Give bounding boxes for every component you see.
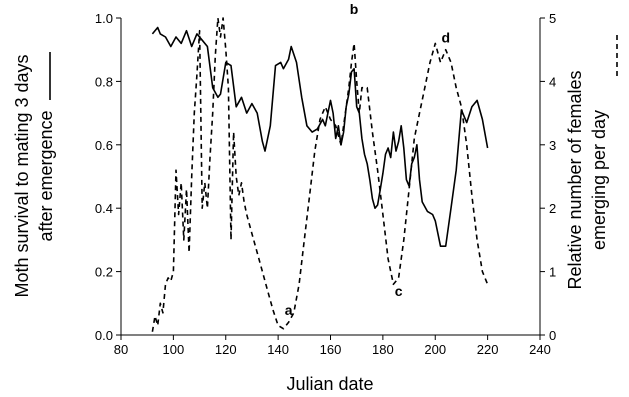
annotation-label-b: b: [350, 1, 359, 17]
right-axis-title-line-1: Relative number of females: [565, 70, 585, 289]
x-tick-label: 240: [529, 342, 551, 357]
chart-series: [151, 17, 489, 332]
annotation-label-c: c: [395, 283, 403, 299]
y-right-tick-label: 2: [549, 201, 556, 216]
y-left-tick-label: 0.4: [95, 201, 113, 216]
annotation-label-a: a: [285, 302, 293, 318]
x-tick-label: 100: [163, 342, 185, 357]
x-axis-title: Julian date: [286, 374, 373, 394]
y-left-tick-label: 0.8: [95, 74, 113, 89]
left-axis-title: Moth survival to mating 3 days after eme…: [12, 54, 56, 297]
y-left-tick-label: 0.2: [95, 265, 113, 280]
y-right-tick-label: 4: [549, 74, 556, 89]
x-tick-label: 120: [215, 342, 237, 357]
x-tick-label: 140: [267, 342, 289, 357]
x-tick-label: 80: [114, 342, 128, 357]
y-right-tick-label: 0: [549, 328, 556, 343]
x-tick-label: 180: [372, 342, 394, 357]
left-axis-title-line-1: Moth survival to mating 3 days: [12, 54, 32, 297]
survival-series-line: [151, 26, 489, 247]
y-right-tick-label: 5: [549, 11, 556, 26]
x-tick-label: 160: [320, 342, 342, 357]
annotation-label-d: d: [441, 30, 450, 46]
y-right-tick-label: 3: [549, 138, 556, 153]
x-tick-label: 220: [477, 342, 499, 357]
right-axis-title: Relative number of females emerging per …: [565, 70, 609, 289]
right-axis-title-line-2: emerging per day: [589, 110, 609, 250]
y-left-tick-label: 0.6: [95, 138, 113, 153]
emergence-series-line: [151, 17, 489, 332]
chart-axes: 80 100 120 140 160 180 200 220 2400.00.20.40.60.…: [95, 11, 556, 357]
chart-annotations: a b c d: [285, 1, 450, 318]
left-axis-title-line-2: after emergence: [36, 110, 56, 241]
x-tick-label: 200: [424, 342, 446, 357]
y-left-tick-label: 1.0: [95, 11, 113, 26]
y-right-tick-label: 1: [549, 265, 556, 280]
y-left-tick-label: 0.0: [95, 328, 113, 343]
